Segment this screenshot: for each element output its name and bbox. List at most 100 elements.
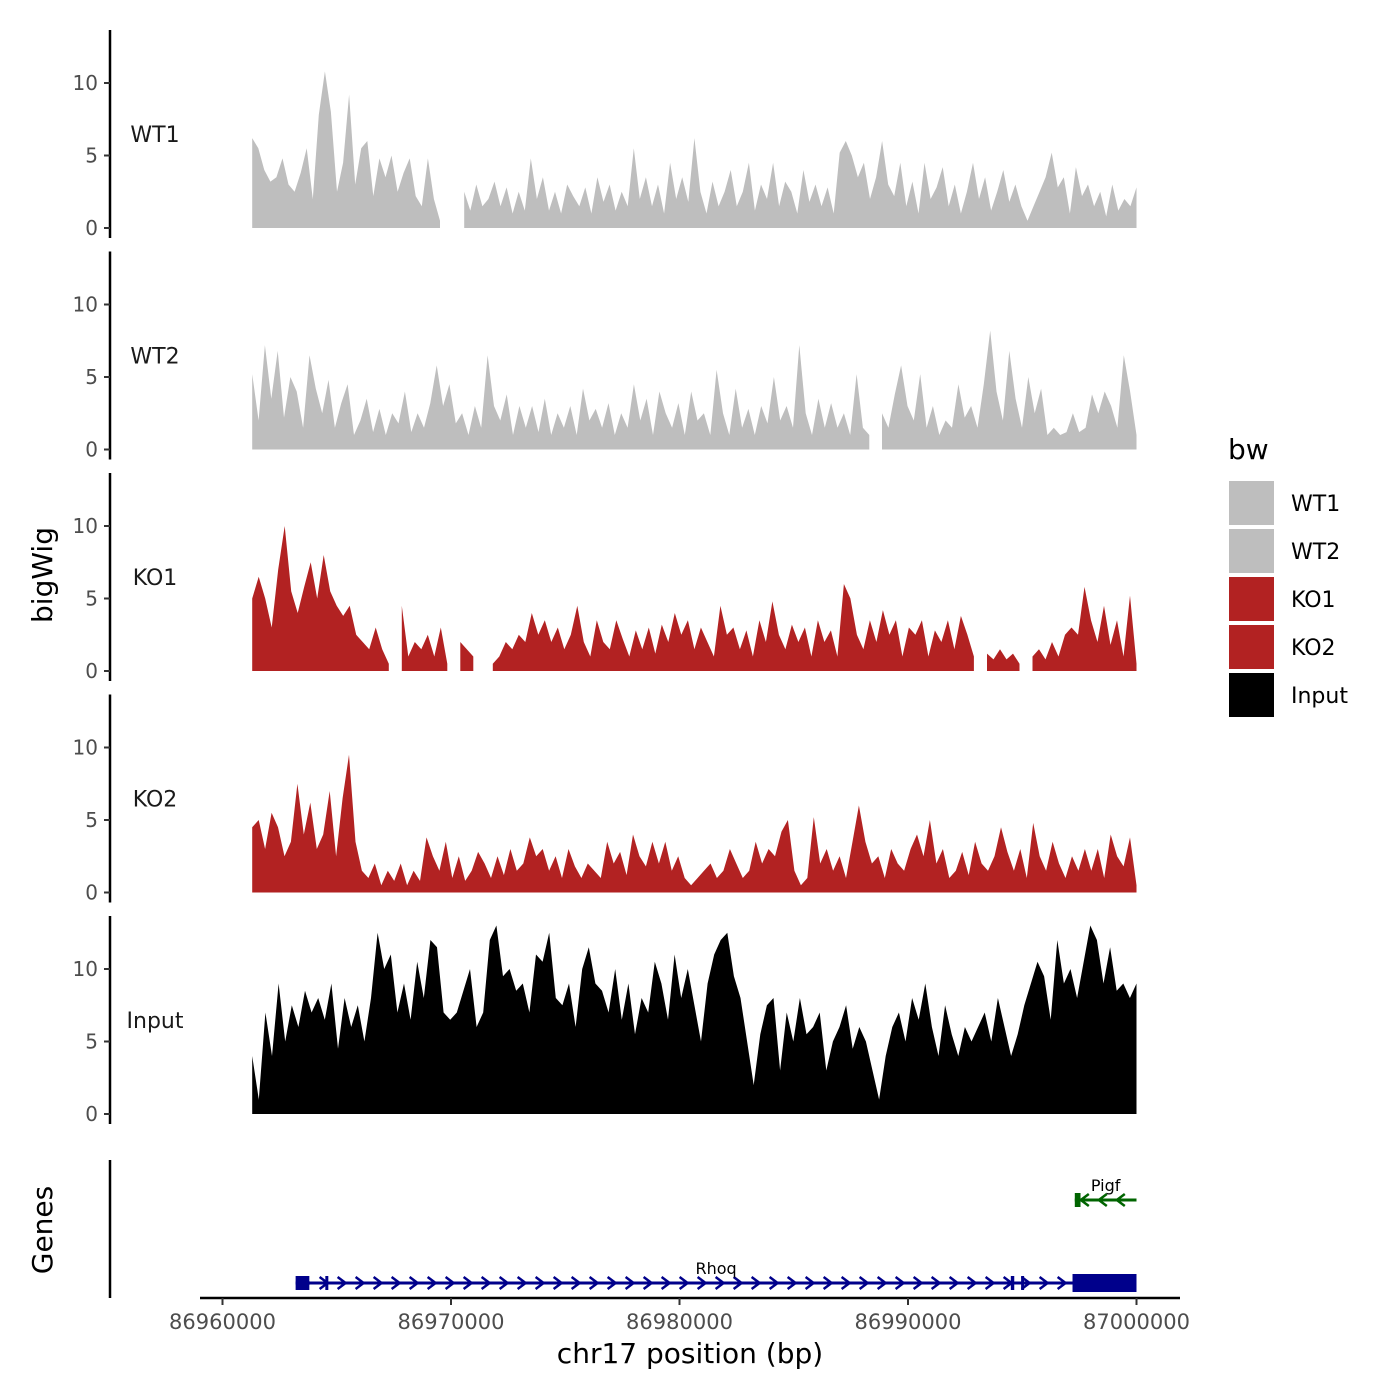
gene-rhoq: Rhoq — [295, 1259, 1137, 1292]
signal-area — [460, 642, 474, 671]
strand-arrow — [804, 1276, 816, 1290]
y-tick-label: 0 — [85, 1102, 98, 1126]
strand-arrow — [660, 1276, 672, 1290]
legend-key-wt2 — [1229, 529, 1274, 573]
y-tick-label: 10 — [73, 957, 98, 981]
signal-area — [252, 754, 1137, 893]
x-axis: 86960000 86970000 86980000 86990000 87000000 — [169, 1296, 1190, 1334]
strand-arrow — [876, 1276, 888, 1290]
x-tick-label: 86990000 — [855, 1310, 962, 1334]
signal-area — [252, 345, 870, 450]
y-tick-label: 5 — [85, 365, 98, 389]
y-tick-label: 5 — [85, 808, 98, 832]
y-tick-label: 0 — [85, 438, 98, 462]
legend-key-ko1 — [1229, 577, 1274, 621]
legend-key-input — [1229, 673, 1274, 717]
strand-arrow — [444, 1276, 456, 1290]
track-label: KO2 — [133, 788, 178, 813]
x-tick-label: 86960000 — [169, 1310, 276, 1334]
strand-arrow — [750, 1276, 762, 1290]
y-tick-label: 0 — [85, 659, 98, 683]
gene-exon — [1010, 1276, 1015, 1290]
y-tick-label: 0 — [85, 216, 98, 240]
strand-arrow — [1078, 1193, 1090, 1207]
strand-arrow — [822, 1276, 834, 1290]
signal-area — [252, 71, 440, 229]
strand-arrow — [570, 1276, 582, 1290]
strand-arrow — [894, 1276, 906, 1290]
strand-arrow — [696, 1276, 708, 1290]
strand-arrow — [480, 1276, 492, 1290]
y-tick-label: 10 — [73, 514, 98, 538]
gene-label: Pigf — [1091, 1176, 1121, 1195]
y-tick-label: 10 — [73, 71, 98, 95]
signal-area — [987, 649, 1020, 671]
signal-area — [464, 138, 1137, 228]
signal-area — [401, 605, 448, 671]
strand-arrow — [372, 1276, 384, 1290]
legend-key-wt1 — [1229, 481, 1274, 525]
strand-arrow — [1056, 1276, 1068, 1290]
strand-arrow — [678, 1276, 690, 1290]
strand-arrow — [858, 1276, 870, 1290]
legend-label: WT2 — [1291, 540, 1340, 565]
strand-arrow — [840, 1276, 852, 1290]
gene-exon — [325, 1276, 329, 1290]
strand-arrow — [408, 1276, 420, 1290]
gene-exon — [1021, 1276, 1025, 1290]
signal-area — [492, 584, 974, 671]
strand-arrow — [516, 1276, 528, 1290]
track-ko2: 0 5 10 KO2 — [73, 694, 1137, 905]
signal-area — [252, 925, 1137, 1114]
strand-arrow — [768, 1276, 780, 1290]
track-label: WT2 — [130, 345, 179, 370]
y-tick-label: 10 — [73, 736, 98, 760]
gene-exon — [1074, 1193, 1081, 1207]
gene-exon — [1072, 1274, 1137, 1292]
gene-exon — [295, 1276, 310, 1290]
signal-area — [882, 330, 1137, 450]
strand-arrow — [606, 1276, 618, 1290]
strand-arrow — [552, 1276, 564, 1290]
gene-label: Rhoq — [695, 1259, 736, 1278]
y-tick-label: 5 — [85, 587, 98, 611]
strand-arrow — [390, 1276, 402, 1290]
y-tick-label: 10 — [73, 293, 98, 317]
y-tick-label: 5 — [85, 1030, 98, 1054]
strand-arrow — [984, 1276, 996, 1290]
strand-arrow — [354, 1276, 366, 1290]
strand-arrow — [336, 1276, 348, 1290]
strand-arrow — [786, 1276, 798, 1290]
legend: bw WT1 WT2 KO1 KO2 Input — [1228, 433, 1348, 717]
strand-arrow — [1114, 1193, 1126, 1207]
track-label: WT1 — [130, 123, 179, 148]
strand-arrow — [948, 1276, 960, 1290]
gene-pigf: Pigf — [1074, 1176, 1137, 1207]
strand-arrow — [588, 1276, 600, 1290]
strand-arrow — [732, 1276, 744, 1290]
track-ko1: 0 5 10 KO1 — [73, 473, 1137, 683]
x-tick-label: 86980000 — [626, 1310, 733, 1334]
x-tick-label: 86970000 — [398, 1310, 505, 1334]
y-tick-label: 5 — [85, 144, 98, 168]
track-input: 0 5 10 Input — [73, 916, 1137, 1126]
y-axis-title: bigWig — [26, 527, 59, 623]
legend-label: KO2 — [1291, 636, 1336, 661]
track-wt1: 0 5 10 WT1 — [73, 30, 1137, 240]
track-label: KO1 — [133, 566, 178, 591]
legend-label: Input — [1291, 684, 1348, 709]
strand-arrow — [1020, 1276, 1032, 1290]
strand-arrow — [1038, 1276, 1050, 1290]
strand-arrow — [966, 1276, 978, 1290]
x-axis-title: chr17 position (bp) — [557, 1337, 823, 1370]
strand-arrow — [642, 1276, 654, 1290]
gene-track: Rhoq Pigf — [108, 1160, 1137, 1298]
strand-arrow — [498, 1276, 510, 1290]
strand-arrow — [426, 1276, 438, 1290]
track-label: Input — [127, 1009, 184, 1034]
strand-arrow — [930, 1276, 942, 1290]
strand-arrow — [624, 1276, 636, 1290]
strand-arrow — [462, 1276, 474, 1290]
genes-track-title: Genes — [26, 1186, 59, 1274]
